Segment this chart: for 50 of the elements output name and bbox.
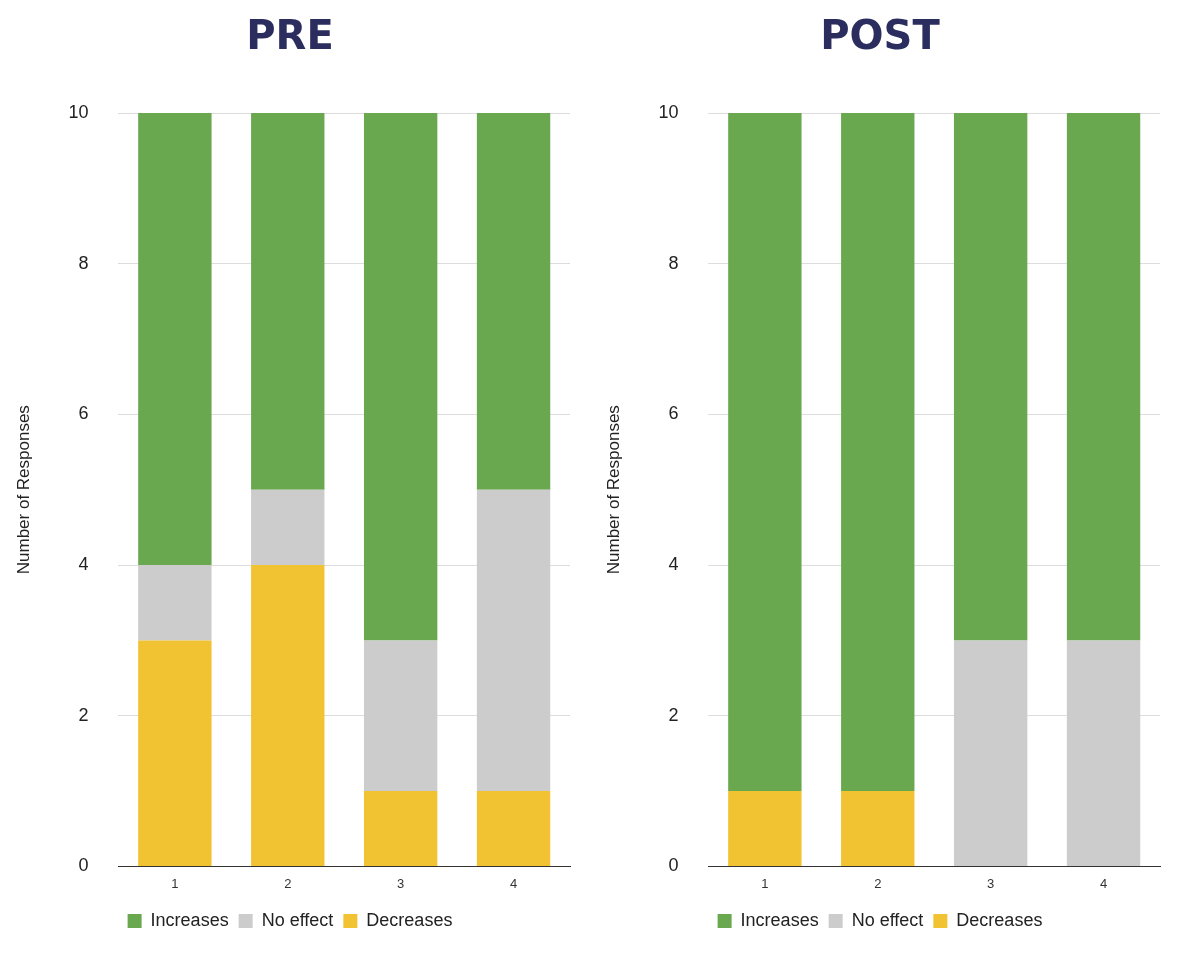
legend-label: Decreases — [366, 909, 453, 930]
y-tick-label: 4 — [78, 554, 89, 575]
bar — [841, 113, 915, 792]
bar — [476, 113, 551, 490]
bar — [476, 791, 551, 866]
bar — [1066, 640, 1141, 866]
legend-label: No effect — [261, 909, 334, 930]
bar — [728, 791, 802, 866]
y-tick-label: 6 — [78, 403, 89, 424]
bar — [251, 113, 325, 490]
chart-title: PRE — [246, 12, 334, 59]
x-tick-label: 4 — [1099, 875, 1108, 891]
x-tick-label: 1 — [171, 875, 179, 891]
y-tick-label: 2 — [78, 704, 89, 725]
y-tick-label: 8 — [78, 252, 89, 273]
bar — [953, 113, 1028, 641]
bar — [728, 113, 802, 792]
bar — [363, 791, 438, 866]
bar — [476, 489, 551, 792]
bar — [1066, 113, 1141, 641]
y-tick-label: 8 — [668, 252, 679, 273]
bar — [841, 791, 915, 866]
y-tick-label: 0 — [668, 855, 679, 876]
y-tick-label: 10 — [68, 101, 89, 122]
y-tick-label: 2 — [668, 704, 679, 725]
bar — [251, 565, 325, 866]
x-tick-label: 3 — [397, 875, 405, 891]
x-tick-label: 1 — [761, 875, 769, 891]
bar — [138, 113, 212, 566]
x-tick-label: 4 — [509, 875, 518, 891]
bar — [363, 640, 438, 792]
bar — [138, 565, 212, 641]
y-axis-title: Number of Responses — [603, 405, 623, 575]
bar — [363, 113, 438, 641]
bar — [138, 640, 212, 866]
y-tick-label: 4 — [668, 554, 679, 575]
legend-label: Increases — [740, 909, 819, 930]
bar — [251, 489, 325, 566]
y-tick-label: 10 — [658, 101, 679, 122]
x-tick-label: 2 — [874, 875, 882, 891]
legend-label: No effect — [851, 909, 924, 930]
chart-title: POST — [820, 12, 941, 59]
x-tick-label: 3 — [987, 875, 995, 891]
legend-label: Decreases — [956, 909, 1043, 930]
bar — [953, 640, 1028, 866]
y-axis-title: Number of Responses — [13, 405, 33, 575]
y-tick-label: 6 — [668, 403, 679, 424]
y-tick-label: 0 — [78, 855, 89, 876]
legend-label: Increases — [150, 909, 229, 930]
x-tick-label: 2 — [284, 875, 292, 891]
